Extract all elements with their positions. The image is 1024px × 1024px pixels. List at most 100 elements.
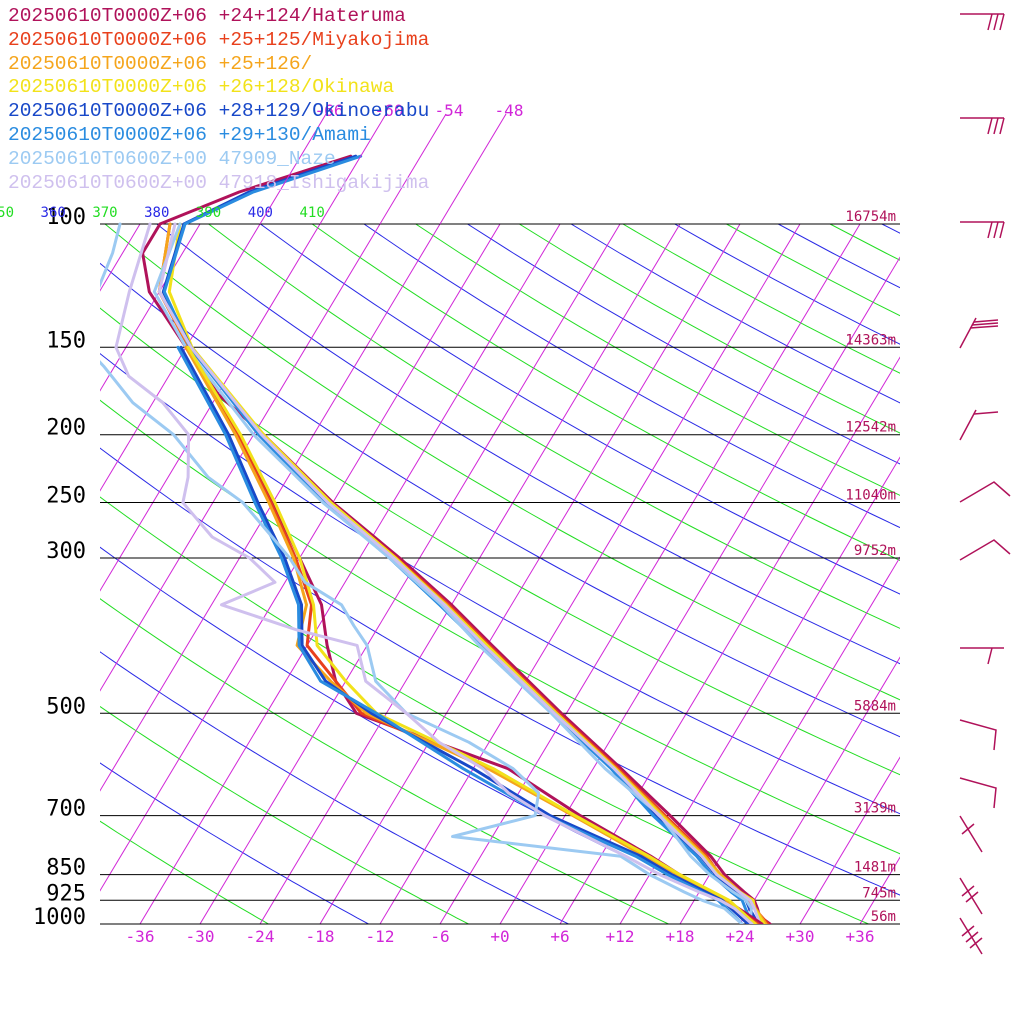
wind-barb	[959, 481, 1011, 503]
isotherm	[679, 556, 900, 924]
theta-label: 410	[300, 205, 325, 221]
isotherm	[379, 224, 801, 924]
series-line	[176, 345, 744, 924]
wind-barb	[959, 917, 983, 955]
pressure-label: 700	[46, 797, 86, 822]
temperature-tick: +30	[786, 927, 815, 946]
wind-barb	[959, 317, 999, 349]
temperature-tick: +18	[666, 927, 695, 946]
temperature-tick: +0	[490, 927, 509, 946]
dry-adiabat	[726, 224, 900, 317]
isotherm	[319, 224, 741, 924]
dry-adiabat	[260, 224, 900, 595]
wind-barb	[960, 647, 1004, 665]
height-label: 9752m	[854, 543, 896, 559]
isotherm-upper	[379, 113, 447, 225]
dry-adiabat	[156, 224, 900, 665]
wind-barb	[959, 719, 997, 751]
wind-barb	[959, 815, 983, 853]
axis-labels: 100 16754m 150 14363m 200 12542m 250 11040m 300 9…	[0, 101, 896, 946]
isotherm	[799, 756, 900, 924]
dry-adiabat	[100, 447, 900, 896]
theta-label: 370	[92, 205, 117, 221]
temperature-tick: +6	[550, 927, 569, 946]
pressure-label: 150	[46, 328, 86, 353]
theta-label: 350	[0, 205, 14, 221]
pressure-label: 100	[46, 205, 86, 230]
isotherm	[439, 224, 861, 924]
legend-entry: 20250610T0000Z+06 +28+129/Okinoerabu	[8, 100, 430, 123]
isotherm	[259, 224, 681, 924]
legend-entry: 20250610T0000Z+06 +29+130/Amami	[8, 123, 371, 146]
wind-barb	[960, 221, 1005, 239]
dry-adiabat	[311, 224, 900, 561]
dry-adiabat	[519, 224, 900, 434]
isotherm	[859, 856, 900, 924]
isotherm-upper	[319, 113, 387, 225]
wind-barb	[959, 777, 997, 809]
legend-entry: 20250610T0000Z+06 +25+125/Miyakojima	[8, 28, 430, 51]
isobars	[100, 223, 900, 925]
pressure-label: 925	[46, 881, 86, 906]
dry-adiabat	[467, 224, 900, 465]
theta-label: 400	[248, 205, 273, 221]
pressure-label: 1000	[33, 905, 86, 930]
isotherm	[980, 224, 1024, 924]
wind-barb	[959, 877, 983, 915]
chart-grid	[0, 224, 1024, 924]
dry-adiabat	[100, 651, 570, 924]
wind-barb	[960, 13, 1005, 31]
height-label: 12542m	[845, 420, 896, 436]
isotherm	[920, 224, 1024, 924]
dry-adiabat	[100, 262, 900, 738]
sounding-series	[100, 154, 772, 924]
legend-entry: 20250610T0600Z+00 47909_Naze	[8, 147, 336, 170]
dry-adiabat	[100, 705, 470, 924]
temperature-tick: -12	[366, 927, 395, 946]
pressure-label: 200	[46, 416, 86, 441]
series-line	[100, 222, 744, 924]
theta-label: 390	[196, 205, 221, 221]
dry-adiabat	[208, 224, 900, 629]
isotherm	[0, 224, 20, 924]
temperature-tick: -18	[306, 927, 335, 946]
temperature-tick: -36	[126, 927, 155, 946]
temperature-tick: -6	[430, 927, 449, 946]
height-label: 56m	[871, 909, 896, 925]
series-line	[114, 222, 754, 924]
series-line	[141, 154, 772, 924]
dry-adiabat	[100, 762, 370, 924]
legend-entry: 20250610T0000Z+06 +24+124/Hateruma	[8, 5, 406, 27]
height-label: 1481m	[854, 860, 896, 876]
wind-barbs	[959, 13, 1011, 955]
isotherm-top-label: -60	[375, 101, 404, 120]
dry-adiabat	[104, 224, 900, 701]
temperature-tick: +24	[726, 927, 755, 946]
height-label: 745m	[862, 885, 896, 901]
dry-adiabat	[100, 496, 870, 924]
theta-label: 360	[41, 205, 66, 221]
legend-entry: 20250610T0600Z+00 47918_Ishigakijima	[8, 171, 430, 194]
pressure-label: 250	[46, 484, 86, 509]
series-line	[157, 222, 762, 924]
series-line	[186, 345, 757, 924]
temperature-tick: -24	[246, 927, 275, 946]
pressure-label: 500	[46, 694, 86, 719]
dry-adiabat	[570, 224, 900, 404]
pressure-label: 300	[46, 539, 86, 564]
isotherm	[100, 224, 201, 392]
isotherm	[100, 224, 261, 492]
isotherm-top-label: -54	[435, 101, 464, 120]
legend-entry: 20250610T0000Z+06 +25+126/	[8, 52, 313, 75]
temperature-tick: -30	[186, 927, 215, 946]
pressure-label: 850	[46, 856, 86, 881]
dry-adiabat	[778, 224, 900, 289]
height-label: 5884m	[854, 698, 896, 714]
dry-adiabat	[100, 598, 670, 924]
dry-adiabat	[100, 307, 900, 776]
height-label: 11040m	[845, 488, 896, 504]
dry-adiabat	[881, 224, 900, 234]
height-label: 16754m	[845, 209, 896, 225]
isotherm-upper	[439, 113, 507, 225]
isotherm-top-label: -48	[495, 101, 524, 120]
